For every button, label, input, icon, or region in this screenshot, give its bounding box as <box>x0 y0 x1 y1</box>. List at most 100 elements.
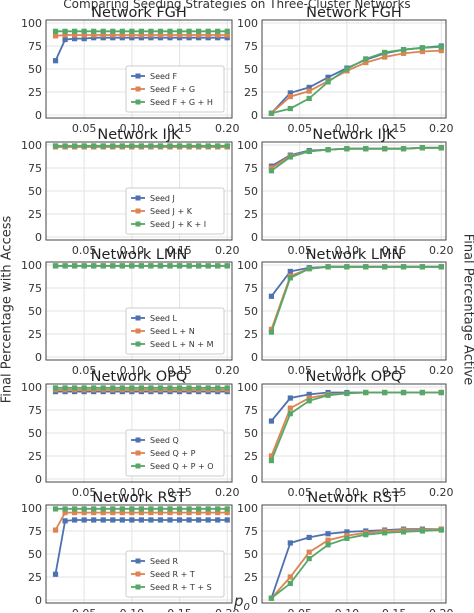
series-marker <box>325 542 330 547</box>
series-marker <box>363 264 368 269</box>
series-marker <box>420 528 425 533</box>
series-marker <box>439 44 444 49</box>
y-tick-label: 100 <box>21 502 42 515</box>
series-marker <box>196 517 201 522</box>
series-line-1 <box>271 148 441 166</box>
series-marker <box>148 385 153 390</box>
legend-swatch-marker <box>136 585 141 590</box>
series-marker <box>82 385 87 390</box>
y-tick-label: 75 <box>28 40 42 53</box>
x-tick-label: 0.10 <box>120 607 145 612</box>
y-tick-label: 0 <box>35 594 42 607</box>
y-tick-label: 50 <box>244 185 258 198</box>
legend-entry: Seed R <box>150 557 179 566</box>
y-tick-label: 50 <box>28 548 42 561</box>
series-marker <box>344 536 349 541</box>
series-marker <box>307 88 312 93</box>
series-line-2 <box>271 529 441 598</box>
series-marker <box>101 517 106 522</box>
y-tick-label: 0 <box>35 473 42 486</box>
series-marker <box>307 556 312 561</box>
series-marker <box>158 29 163 34</box>
series-marker <box>53 385 58 390</box>
legend-swatch-marker <box>136 209 141 214</box>
series-line-1 <box>271 393 441 422</box>
series-marker <box>186 143 191 148</box>
y-tick-label: 0 <box>35 231 42 244</box>
series-marker <box>91 517 96 522</box>
series-marker <box>363 532 368 537</box>
series-marker <box>167 385 172 390</box>
series-marker <box>215 263 220 268</box>
series-marker <box>167 506 172 511</box>
x-tick-label: 0.20 <box>429 486 454 499</box>
series-marker <box>91 143 96 148</box>
legend-swatch-marker <box>136 438 141 443</box>
legend-entry: Seed Q <box>150 436 179 445</box>
series-marker <box>72 143 77 148</box>
series-marker <box>110 385 115 390</box>
series-marker <box>269 330 274 335</box>
x-tick-label: 0.20 <box>215 244 240 257</box>
series-marker <box>139 143 144 148</box>
series-marker <box>344 391 349 396</box>
series-line-3 <box>271 148 441 171</box>
y-tick-label: 50 <box>28 427 42 440</box>
series-marker <box>62 385 67 390</box>
legend-entry: Seed J <box>150 194 175 203</box>
y-tick-label: 0 <box>251 473 258 486</box>
series-marker <box>288 154 293 159</box>
series-marker <box>91 385 96 390</box>
y-tick-label: 25 <box>244 86 258 99</box>
series-marker <box>215 517 220 522</box>
y-tick-label: 75 <box>244 40 258 53</box>
series-marker <box>186 263 191 268</box>
series-marker <box>288 581 293 586</box>
x-tick-label: 0.15 <box>167 607 192 612</box>
series-marker <box>420 264 425 269</box>
y-tick-label: 0 <box>35 351 42 364</box>
series-marker <box>382 390 387 395</box>
series-marker <box>269 458 274 463</box>
y-tick-label: 50 <box>28 63 42 76</box>
legend-entry: Seed R + T + S <box>150 583 212 592</box>
x-tick-label: 0.10 <box>335 607 360 612</box>
series-marker <box>186 506 191 511</box>
x-tick-label: 0.20 <box>429 364 454 377</box>
series-marker <box>401 529 406 534</box>
series-marker <box>288 269 293 274</box>
series-marker <box>420 45 425 50</box>
series-marker <box>82 517 87 522</box>
series-marker <box>363 56 368 61</box>
series-marker <box>139 506 144 511</box>
series-marker <box>206 29 211 34</box>
series-marker <box>139 263 144 268</box>
x-tick-label: 0.20 <box>215 486 240 499</box>
legend-entry: Seed F <box>150 72 178 81</box>
y-tick-label: 50 <box>244 427 258 440</box>
series-marker <box>325 264 330 269</box>
series-marker <box>72 385 77 390</box>
legend-entry: Seed L <box>150 314 178 323</box>
series-marker <box>288 395 293 400</box>
y-tick-label: 75 <box>244 525 258 538</box>
series-marker <box>225 143 230 148</box>
series-marker <box>186 29 191 34</box>
series-marker <box>129 517 134 522</box>
y-tick-label: 100 <box>237 139 258 152</box>
series-marker <box>82 29 87 34</box>
series-marker <box>196 506 201 511</box>
panel-title: Network FGH <box>306 5 402 21</box>
series-marker <box>72 517 77 522</box>
series-marker <box>91 506 96 511</box>
legend-entry: Seed L + N <box>150 327 195 336</box>
series-marker <box>420 390 425 395</box>
series-marker <box>177 263 182 268</box>
